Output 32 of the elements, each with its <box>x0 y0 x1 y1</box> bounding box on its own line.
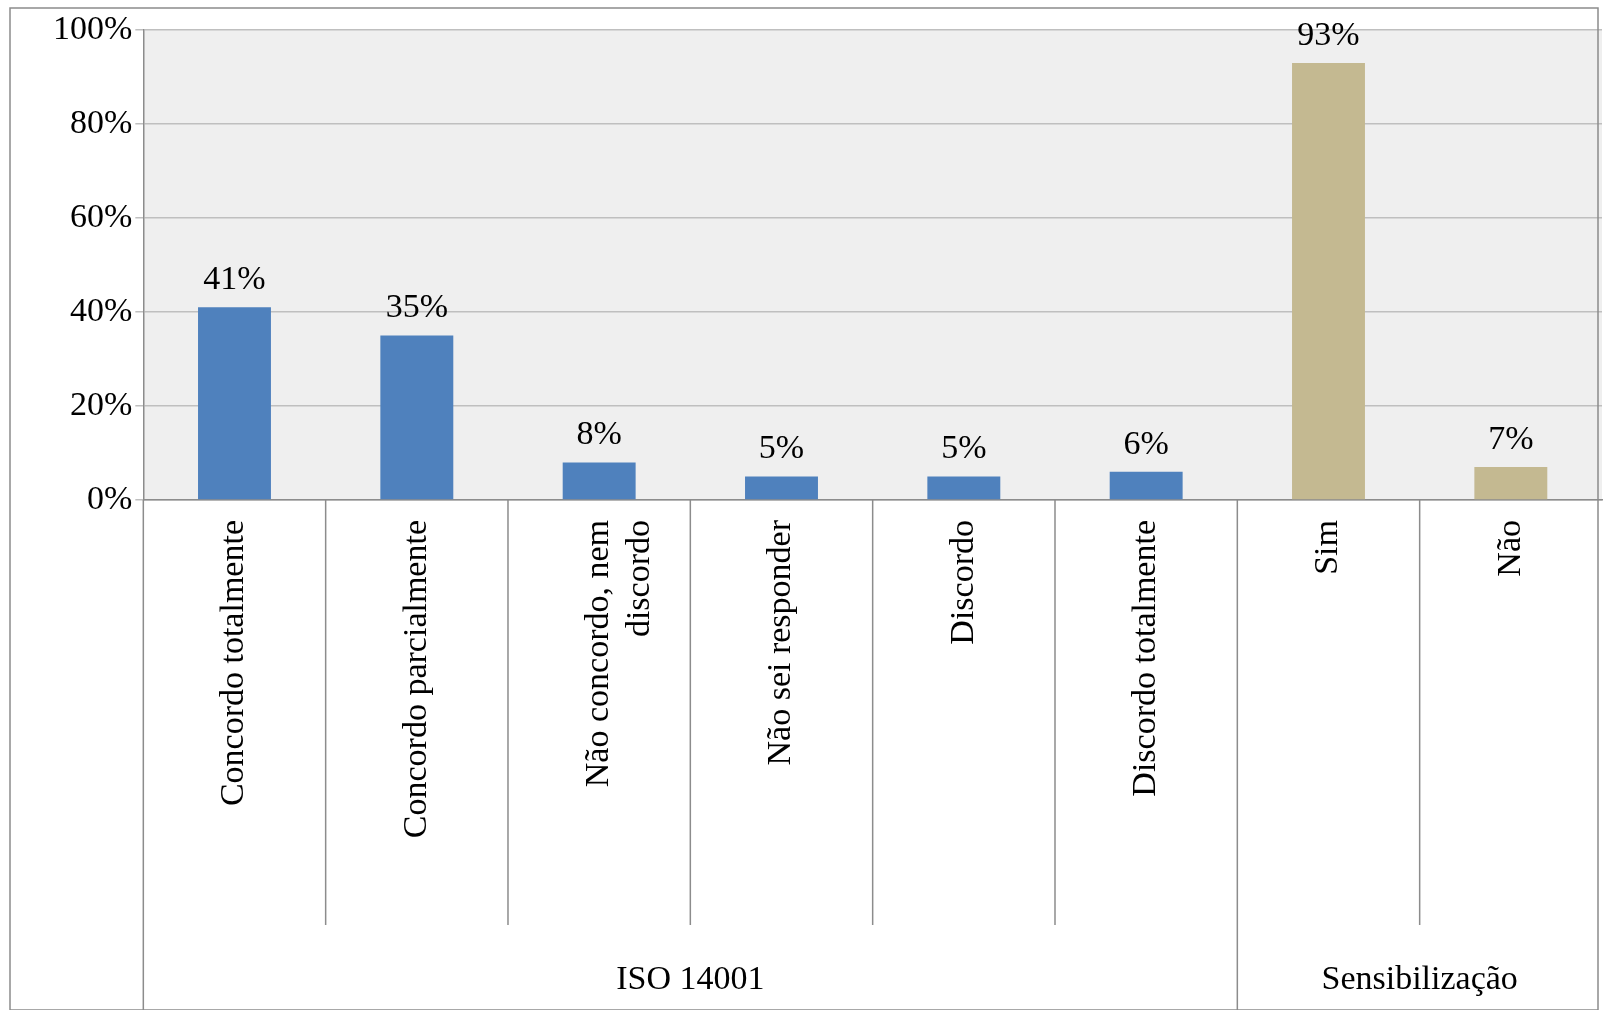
bar <box>380 335 454 500</box>
data-label: 6% <box>1123 423 1169 461</box>
bar <box>198 307 271 500</box>
bar <box>562 462 636 500</box>
y-tick-label: 40% <box>69 290 133 328</box>
data-label: 8% <box>576 414 622 452</box>
text: ISO 14001 <box>616 958 765 996</box>
data-label: 93% <box>1297 14 1360 52</box>
x-tick-label: Concordo totalmente <box>213 520 251 807</box>
y-tick-label: 100% <box>52 8 133 46</box>
text: Sensibilização <box>1321 958 1518 996</box>
y-tick-label: 60% <box>69 196 133 234</box>
x-tick-label: Discordo totalmente <box>1125 520 1163 797</box>
x-tick-label: Concordo parcialmente <box>395 520 433 839</box>
bar <box>927 476 1001 500</box>
bar <box>745 476 818 500</box>
data-label: 7% <box>1488 419 1534 457</box>
x-tick-label: Discordo <box>942 520 980 645</box>
data-label: 35% <box>385 287 448 325</box>
data-label: 5% <box>758 428 805 466</box>
y-tick-label: 0% <box>86 478 133 516</box>
bar <box>1292 62 1365 500</box>
y-tick-label: 20% <box>69 384 133 422</box>
x-tick-label: Não <box>1489 520 1527 577</box>
x-tick-label: Sim <box>1307 520 1345 575</box>
x-tick-label: Não sei responder <box>760 519 798 766</box>
data-label: 5% <box>941 428 987 466</box>
data-label: 41% <box>203 259 266 297</box>
x-tick-label: Não concordo, nem discordo <box>578 520 656 788</box>
bar <box>1109 471 1183 500</box>
bar <box>1474 467 1548 500</box>
y-tick-label: 80% <box>69 102 133 140</box>
